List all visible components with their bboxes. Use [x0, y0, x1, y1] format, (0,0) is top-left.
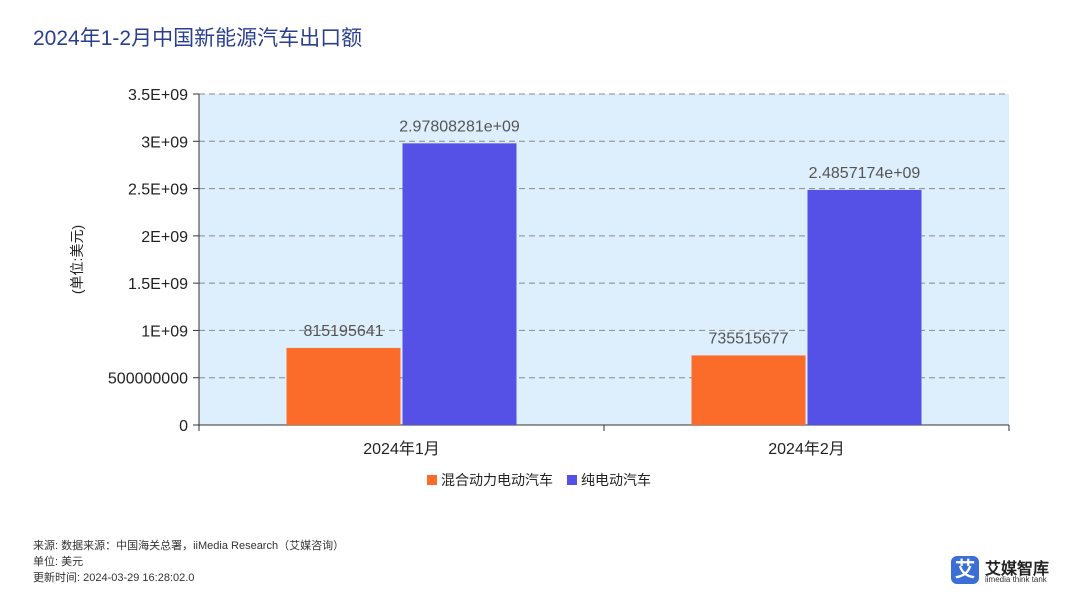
brand-badge-icon: 艾 — [951, 556, 979, 584]
x-tick-label: 2024年1月 — [363, 440, 440, 458]
legend-swatch — [427, 475, 437, 485]
data-label: 735515677 — [708, 330, 788, 347]
footer-unit: 单位: 美元 — [33, 556, 84, 568]
footer-source: 来源: 数据来源：中国海关总署，iiMedia Research（艾媒咨询） — [33, 540, 345, 552]
y-tick-label: 1.5E+09 — [128, 276, 188, 293]
data-label: 815195641 — [303, 323, 383, 340]
data-label: 2.97808281e+09 — [399, 118, 520, 135]
y-tick-label: 2E+09 — [141, 229, 188, 246]
y-axis-label: (单位:美元) — [69, 225, 85, 294]
bar — [286, 347, 401, 425]
legend-label: 混合动力电动汽车 — [441, 472, 553, 488]
chart-title: 2024年1-2月中国新能源汽车出口额 — [33, 27, 363, 50]
x-tick-label: 2024年2月 — [768, 440, 845, 458]
y-tick-label: 2.5E+09 — [128, 182, 188, 199]
bar — [807, 189, 922, 425]
footer: 来源: 数据来源：中国海关总署，iiMedia Research（艾媒咨询） 单… — [33, 538, 358, 586]
data-label: 2.4857174e+09 — [809, 165, 921, 182]
brand-name: 艾媒智库 — [985, 561, 1050, 578]
brand-logo: 艾 艾媒智库 iimedia think tank — [951, 556, 1061, 588]
bar — [691, 355, 806, 425]
y-tick-label: 3E+09 — [141, 134, 188, 151]
y-tick-label: 3.5E+09 — [128, 87, 188, 104]
brand-subtitle: iimedia think tank — [985, 575, 1047, 584]
bar — [402, 143, 517, 425]
y-tick-label: 500000000 — [108, 371, 188, 388]
y-tick-label: 1E+09 — [141, 323, 188, 340]
footer-updated: 更新时间: 2024-03-29 16:28:02.0 — [33, 572, 195, 584]
y-tick-label: 0 — [179, 418, 188, 435]
legend-label: 纯电动汽车 — [581, 472, 651, 488]
legend-swatch — [567, 475, 577, 485]
